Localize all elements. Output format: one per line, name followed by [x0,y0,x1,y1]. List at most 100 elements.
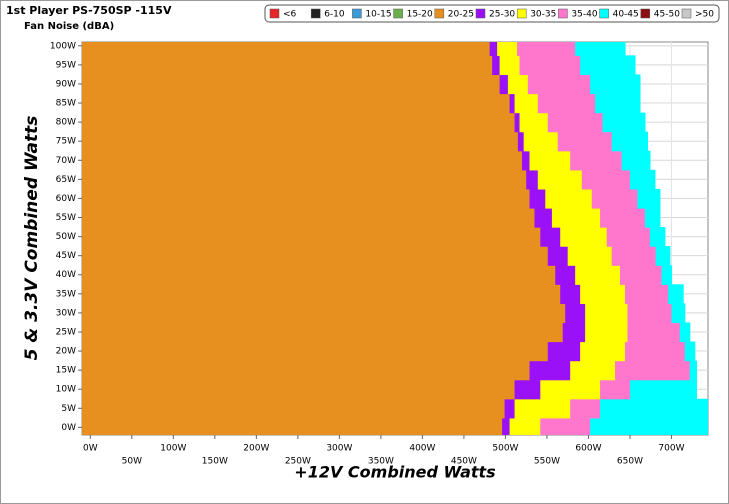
heat-cell [551,207,601,228]
heat-cell [575,42,626,56]
legend-swatch [516,8,527,19]
heat-cell [580,284,626,304]
heat-cell [537,93,596,114]
heat-cell [629,169,656,190]
y-tick-label: 75W [56,137,76,147]
y-tick-label: 70W [56,156,76,166]
legend-swatch [434,8,445,19]
heat-cell [82,188,531,209]
x-tick-label: 50W [122,457,142,467]
x-tick-label: 450W [451,457,477,467]
y-tick-label: 90W [56,79,76,89]
heat-cell [522,150,531,171]
legend-swatch [352,8,362,19]
heatmap [82,42,708,435]
x-tick-label: 300W [326,444,352,454]
y-tick-label: 50W [56,232,76,242]
heat-cell [547,341,581,362]
heat-cell [529,188,546,209]
heat-cell [82,341,549,362]
y-tick-label: 85W [56,99,76,109]
x-axis-label: +12V Combined Watts [294,463,495,482]
heat-cell [509,417,541,435]
x-tick-label: 700W [658,444,684,454]
legend-swatch [393,8,403,19]
y-tick-label: 5W [61,404,76,414]
legend-swatch [599,8,609,19]
y-tick-label: 25W [56,327,76,337]
heat-cell [514,112,521,133]
legend-swatch [640,8,651,19]
legend-label: <6 [283,10,297,20]
legend-label: >50 [695,10,714,20]
heat-cell [82,227,541,247]
legend-label: 45-50 [654,10,680,20]
heat-cell [82,246,549,266]
heat-cell [555,265,576,285]
heat-cell [600,398,708,419]
heat-cell [668,284,684,304]
heat-cell [540,417,591,435]
x-tick-label: 500W [492,444,518,454]
heat-cell [644,207,661,228]
legend-label: 20-25 [448,10,474,20]
heat-cell [581,169,631,190]
heat-cell [82,93,511,114]
y-tick-label: 35W [56,289,76,299]
heat-cell [570,398,601,419]
heat-cell [82,303,566,324]
x-tick-label: 100W [160,444,186,454]
heat-cell [534,207,553,228]
x-tick-label: 650W [617,457,643,467]
heat-cell [655,246,671,266]
y-tick-label: 0W [61,423,76,433]
heat-cell [499,55,521,76]
x-tick-label: 150W [202,457,228,467]
heat-cell [624,341,686,362]
legend-swatch [558,8,568,19]
chart-subtitle: Fan Noise (dBA) [24,21,114,32]
heat-cell [82,131,519,152]
heat-cell [627,322,681,343]
heat-cell [560,284,581,304]
legend-label: 6-10 [324,10,345,20]
y-tick-label: 20W [56,347,76,357]
x-tick-label: 550W [534,457,560,467]
heat-cell [619,265,663,285]
x-tick-label: 400W [409,444,435,454]
legend-swatch [681,8,692,19]
legend-label: 40-45 [613,10,639,20]
heat-cell [621,150,651,171]
heat-cell [547,246,569,266]
heat-cell [497,42,518,56]
heat-cell [684,341,696,362]
heat-cell [689,360,697,381]
heat-cell [627,303,673,324]
chart-title: 1st Player PS-750SP -115V [6,4,172,17]
heat-cell [649,227,666,247]
heat-cell [580,55,636,76]
heat-cell [629,379,697,400]
heat-cell [560,227,608,247]
heat-cell [540,379,601,400]
heat-cell [537,169,583,190]
heat-cell [585,303,629,324]
heat-cell [602,112,646,133]
heat-cell [82,112,516,133]
heat-cell [82,207,536,228]
heat-cell [519,112,549,133]
y-tick-label: 65W [56,175,76,185]
heat-cell [671,303,686,324]
heat-cell [570,150,623,171]
x-tick-label: 250W [285,457,311,467]
y-tick-label: 60W [56,194,76,204]
heat-cell [527,74,591,95]
legend-swatch [310,8,321,19]
heat-cell [540,227,561,247]
heat-cell [591,188,639,209]
heat-cell [580,341,626,362]
heat-cell [514,398,571,419]
y-axis-label: 5 & 3.3V Combined Watts [22,116,42,361]
x-tick-label: 600W [575,444,601,454]
y-tick-label: 30W [56,308,76,318]
